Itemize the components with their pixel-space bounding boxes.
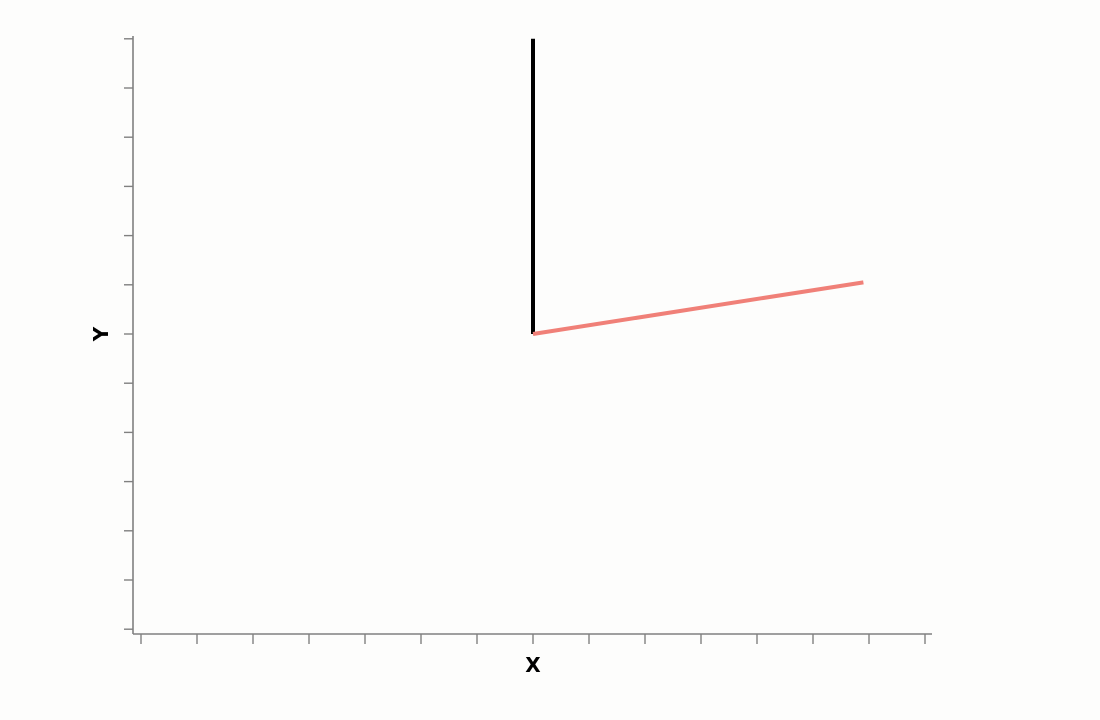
x-axis-ticks	[140, 634, 926, 644]
series-layer	[531, 38, 864, 336]
y-axis-ticks	[124, 38, 133, 630]
y-axis-title: Y	[89, 326, 113, 342]
series-line-2	[532, 280, 864, 336]
x-axis-title: X	[525, 653, 541, 677]
